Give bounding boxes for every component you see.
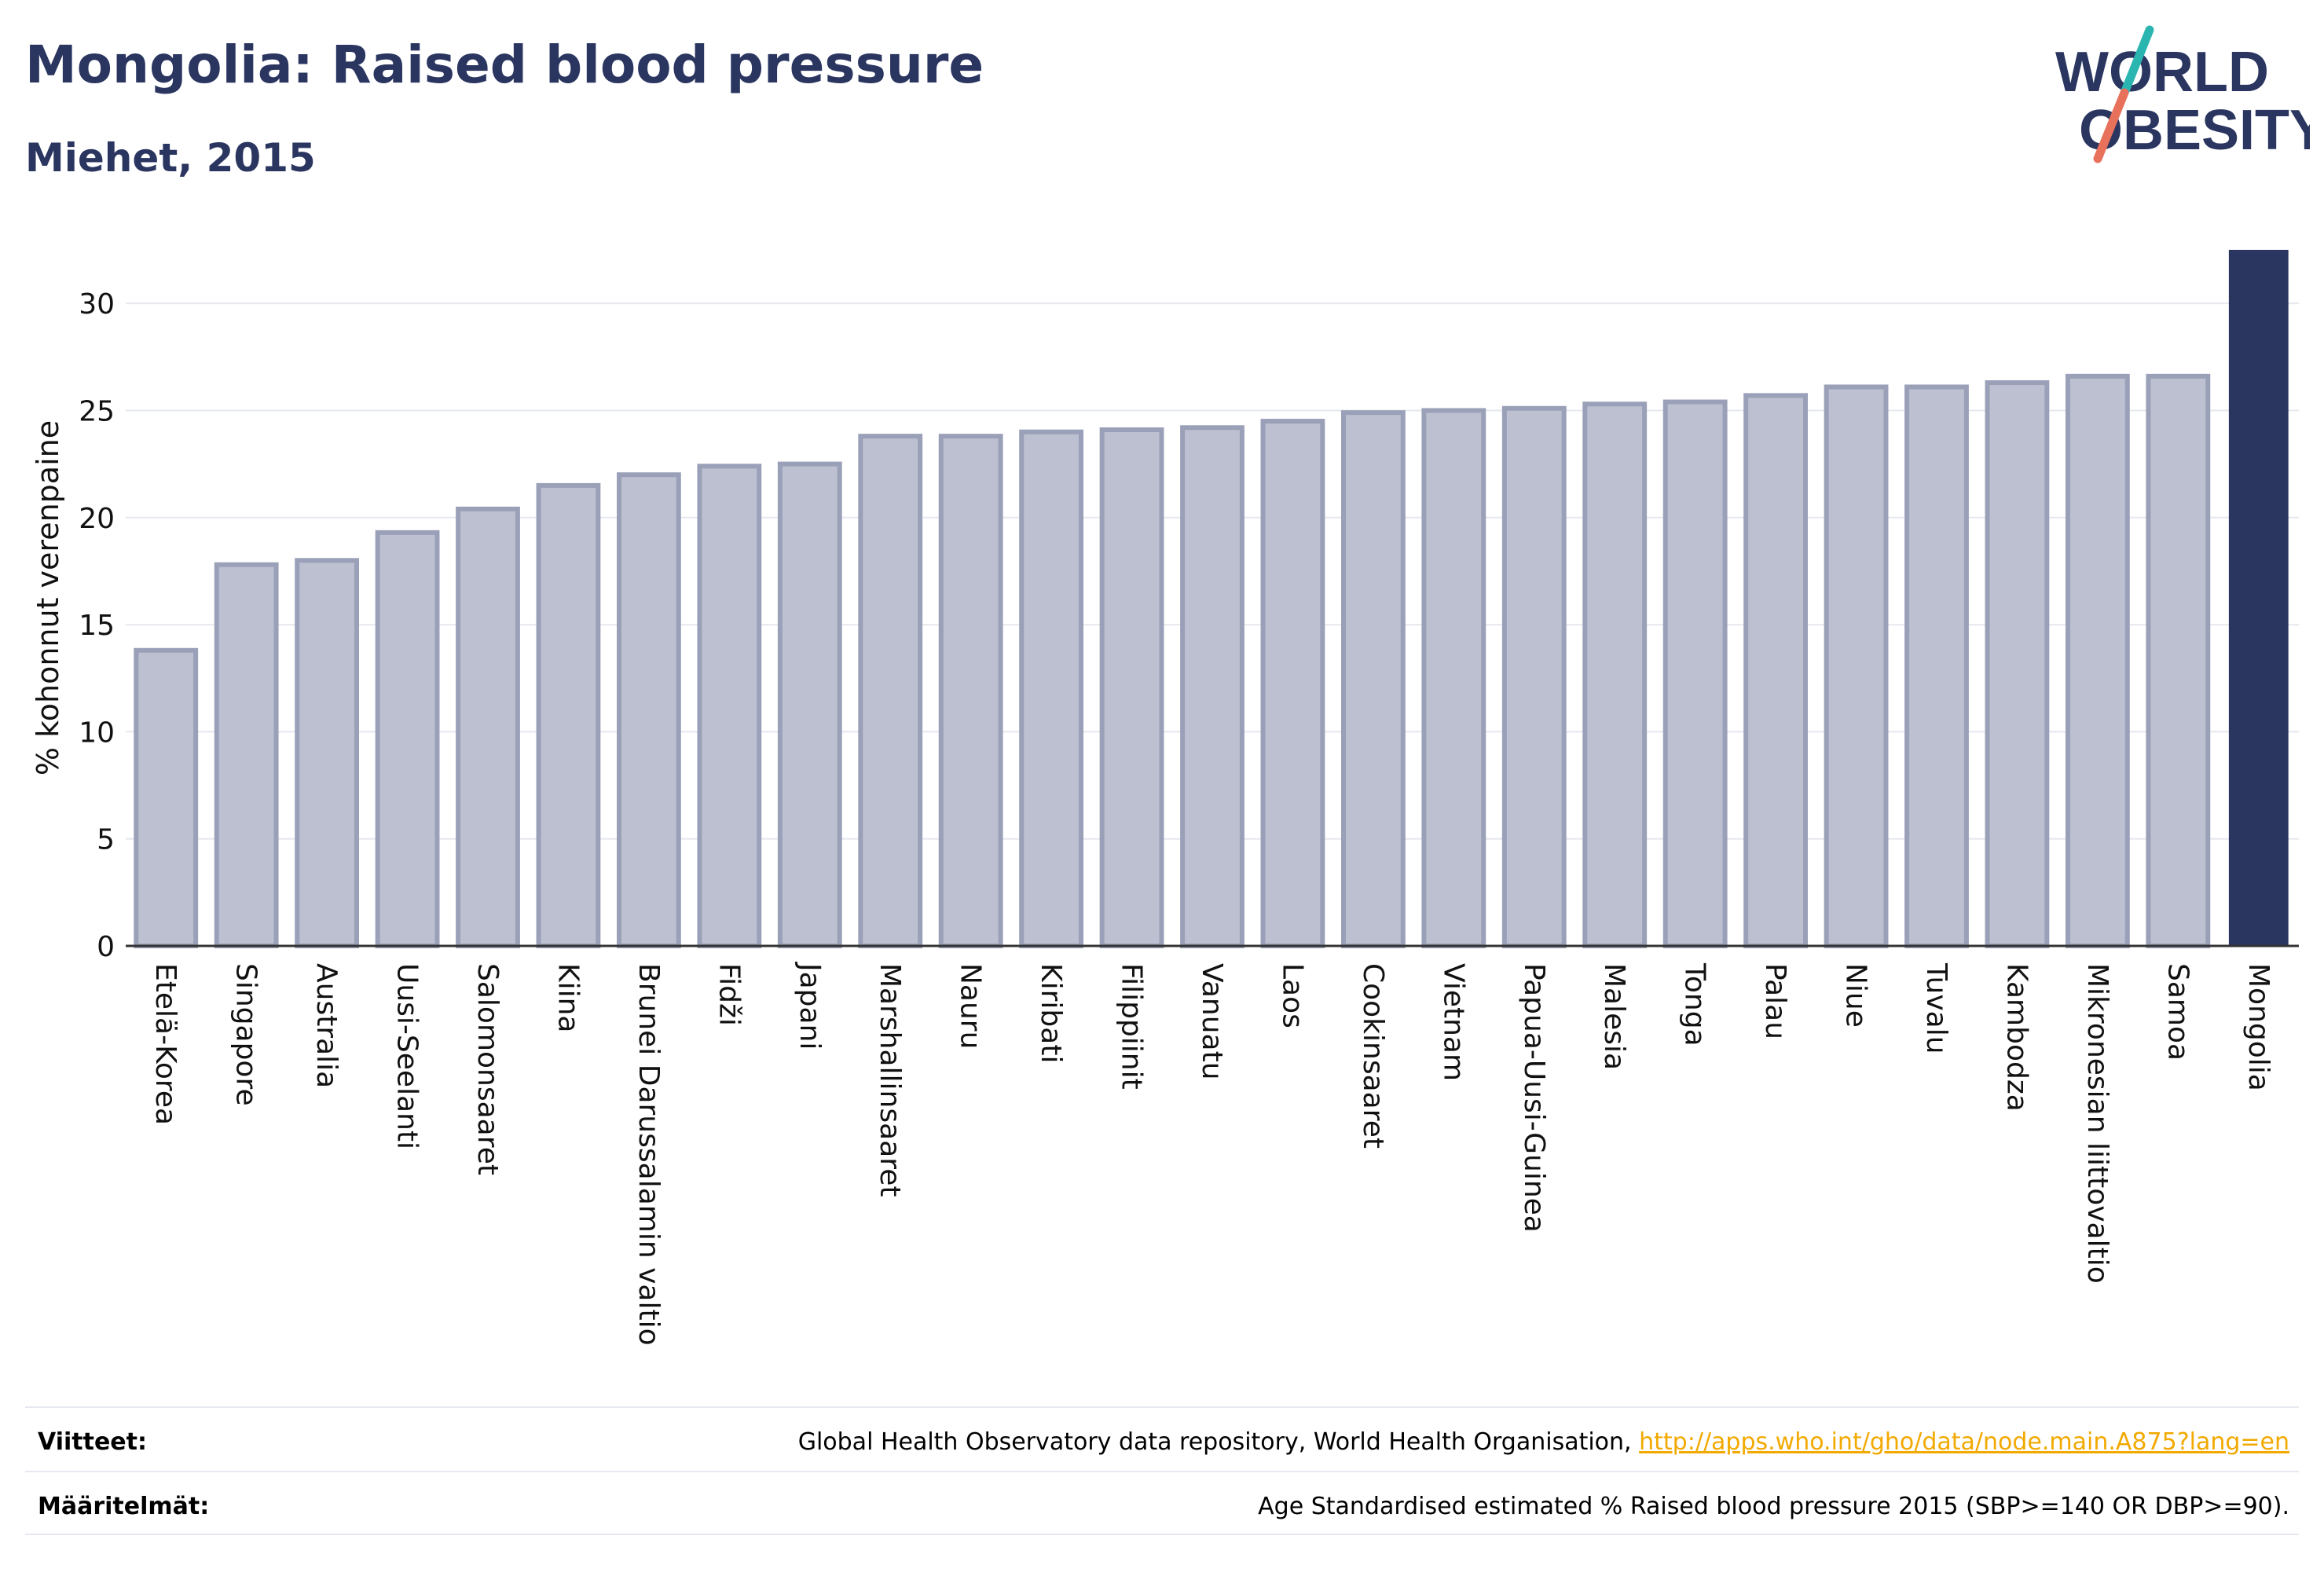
bar: [2065, 373, 2130, 948]
x-tick-label: Palau: [1759, 963, 1791, 1039]
x-tick-label: Kambodza: [2000, 963, 2033, 1112]
bar: [2228, 250, 2289, 946]
y-tick-label: 0: [97, 931, 115, 963]
x-tick-label: Uusi-Seelanti: [391, 963, 423, 1149]
footer-divider-middle: [25, 1471, 2299, 1472]
bar: [295, 558, 360, 948]
x-tick-label: Laos: [1276, 963, 1308, 1028]
x-tick-label: Samoa: [2161, 963, 2194, 1061]
x-tick-label: Kiribati: [1035, 963, 1067, 1063]
bar: [1824, 384, 1889, 949]
chart-title: Mongolia: Raised blood pressure: [25, 35, 984, 95]
definitions-text: Age Standardised estimated % Raised bloo…: [1258, 1493, 2289, 1520]
bar: [1904, 384, 1969, 949]
x-tick-label: Kiina: [552, 963, 584, 1033]
x-tick-label: Vanuatu: [1196, 963, 1228, 1080]
y-tick-label: 10: [79, 717, 115, 749]
bar: [1340, 410, 1406, 948]
bar: [1260, 419, 1325, 948]
bar: [938, 434, 1003, 948]
y-axis-label: % kohonnut verenpaine: [31, 420, 65, 775]
footer-divider-top: [25, 1406, 2299, 1408]
x-tick-label: Japani: [794, 962, 826, 1050]
logo-slash-coral: [2093, 88, 2129, 163]
chart-subtitle: Miehet, 2015: [25, 135, 316, 181]
bar: [1019, 429, 1084, 948]
bar: [1501, 405, 1567, 948]
bar: [375, 530, 440, 948]
x-tick-label: Tonga: [1679, 962, 1711, 1046]
x-tick-label: Niue: [1840, 963, 1872, 1028]
bar: [1582, 401, 1648, 948]
x-tick-label: Mikronesian liittovaltio: [2081, 963, 2113, 1284]
x-tick-label: Australia: [310, 963, 343, 1088]
x-tick-label: Malesia: [1598, 963, 1630, 1070]
bar: [1421, 408, 1486, 948]
world-obesity-logo: WORLD OBESITY: [2055, 25, 2310, 163]
bar: [456, 506, 520, 948]
sources-link[interactable]: http://apps.who.int/gho/data/node.main.A…: [1639, 1428, 2289, 1456]
x-tick-label: Brunei Darussalamin valtio: [632, 963, 665, 1346]
x-tick-label: Etelä-Korea: [149, 963, 181, 1125]
bar: [134, 647, 199, 948]
sources-citation: Global Health Observatory data repositor…: [797, 1428, 1632, 1456]
bar: [1099, 427, 1164, 948]
y-tick-label: 5: [97, 824, 115, 856]
x-tick-label: Cookinsaaret: [1357, 963, 1389, 1149]
x-tick-label: Marshallinsaaret: [874, 963, 906, 1197]
x-tick-label: Salomonsaaret: [471, 963, 504, 1175]
bar: [858, 434, 923, 948]
bar: [1662, 399, 1728, 948]
footer-divider-bottom: [25, 1534, 2299, 1535]
x-tick-label: Vietnam: [1437, 963, 1469, 1081]
bar: [697, 464, 762, 948]
bar: [1180, 425, 1244, 948]
x-tick-label: Mongolia: [2242, 963, 2275, 1091]
y-tick-label: 25: [79, 395, 115, 427]
x-tick-label: Papua-Uusi-Guinea: [1518, 963, 1550, 1233]
x-tick-label: Singapore: [230, 963, 262, 1106]
sources-text: Global Health Observatory data repositor…: [798, 1428, 2289, 1456]
y-tick-label: 20: [79, 503, 115, 535]
x-tick-label: Fidži: [713, 963, 745, 1026]
bar: [1743, 393, 1809, 948]
x-tick-label: Nauru: [955, 963, 987, 1049]
bar: [777, 461, 842, 948]
bar: [1985, 380, 2050, 948]
bar: [2146, 373, 2211, 948]
y-tick-label: 30: [79, 288, 115, 321]
y-tick-label: 15: [79, 610, 115, 642]
bar: [616, 472, 681, 948]
definitions-label: Määritelmät:: [38, 1493, 210, 1520]
bar-chart: 0 5 10 15 20 25 30 % kohonnut verenpaine Etelä-K…: [31, 250, 2299, 1346]
logo-slash-teal: [2120, 25, 2154, 97]
logo-line-1: WORLD: [2055, 41, 2269, 104]
sources-label: Viitteet:: [38, 1428, 147, 1456]
bar: [214, 562, 279, 948]
bar: [536, 482, 601, 948]
x-tick-label: Tuvalu: [1920, 962, 1952, 1054]
x-tick-label: Filippiinit: [1116, 963, 1148, 1090]
